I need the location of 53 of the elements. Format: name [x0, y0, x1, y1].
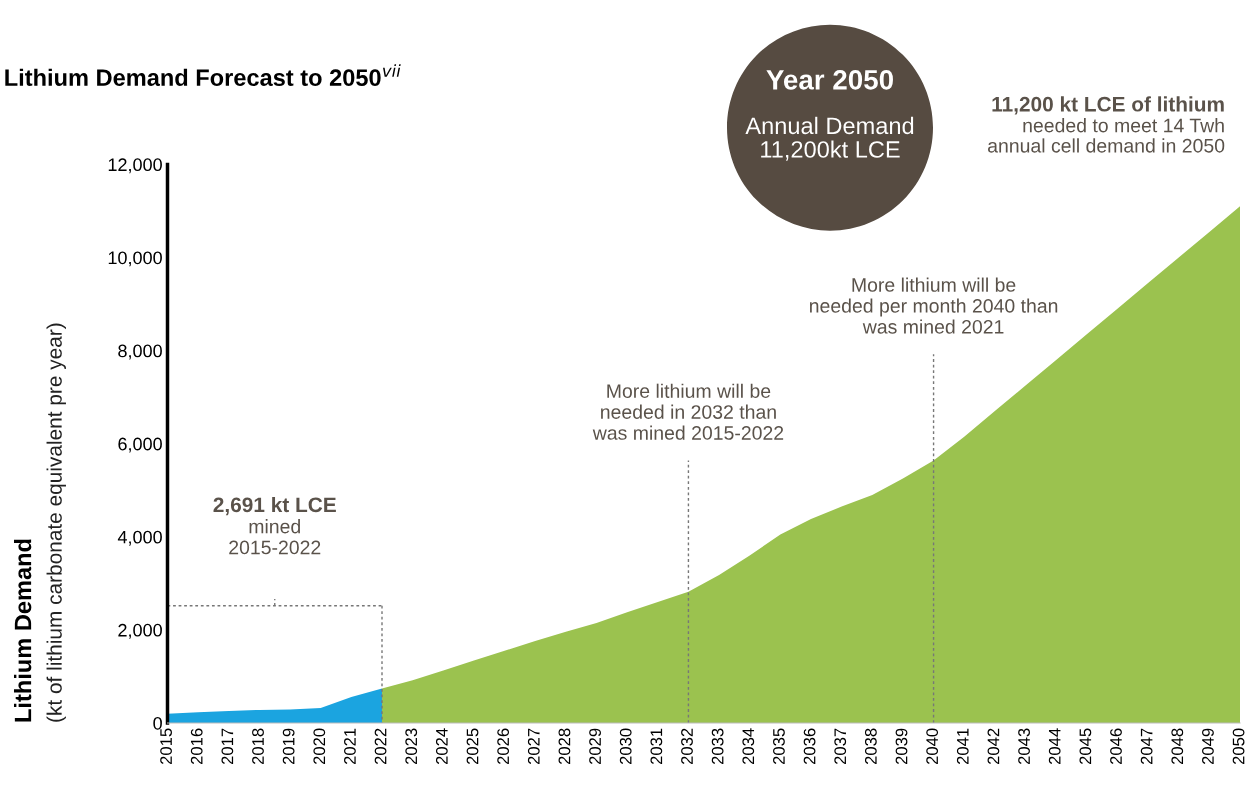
- x-tick-label: 2017: [221, 728, 234, 765]
- x-tick-label: 2049: [1202, 728, 1214, 765]
- y-tick-label: 6,000: [118, 437, 162, 453]
- x-tick-label: 2024: [435, 728, 448, 765]
- x-tick-label: 2038: [864, 728, 877, 765]
- x-tick-label: 2039: [895, 728, 908, 765]
- x-tick-label: 2044: [1048, 728, 1061, 765]
- x-tick-label: 2050: [1232, 728, 1245, 765]
- text: Annual Demand 11,200kt LCE: [745, 116, 914, 161]
- y-tick-label: 8,000: [118, 344, 162, 360]
- x-tick-label: 2047: [1140, 728, 1153, 765]
- x-tick-label: 2026: [497, 728, 510, 765]
- x-tick-label: 2019: [282, 728, 295, 765]
- x-tick-label: 2020: [313, 728, 326, 765]
- x-tick-label: 2023: [405, 728, 418, 765]
- x-tick-label: 2034: [742, 728, 755, 765]
- x-tick-label: 2021: [344, 728, 356, 765]
- ref-line-label: More lithium will be needed per month 2040 than was mined 2021: [810, 277, 1058, 334]
- x-tick-label: 2043: [1018, 728, 1030, 765]
- y-tick-label: 0: [153, 716, 162, 730]
- y-axis-title: Lithium Demand (kt of lithium carbonate equivalent pre year): [14, 323, 66, 722]
- x-tick-label: 2046: [1110, 728, 1122, 765]
- x-tick-label: 2042: [987, 728, 1000, 765]
- text: 11,200 kt LCE of lithium: [992, 96, 1224, 115]
- x-tick-label: 2027: [527, 728, 540, 765]
- text: needed to meet 14 Twh annual cell demand in 2050: [988, 118, 1225, 153]
- x-tick-label: 2045: [1079, 728, 1092, 765]
- text: Year 2050: [766, 69, 893, 90]
- y-tick-label: 10,000: [108, 251, 162, 267]
- x-tick-label: 2029: [589, 728, 601, 765]
- x-tick-label: 2048: [1171, 728, 1184, 765]
- x-tick-label: 2040: [926, 728, 939, 765]
- x-tick-label: 2032: [681, 728, 693, 765]
- x-tick-label: 2030: [619, 728, 632, 765]
- x-tick-label: 2041: [956, 728, 969, 765]
- x-tick-label: 2022: [374, 728, 387, 765]
- x-tick-label: 2028: [558, 728, 571, 765]
- x-tick-label: 2031: [650, 728, 663, 765]
- annotation: mined 2015-2022: [229, 519, 321, 555]
- x-tick-label: 2025: [466, 728, 479, 765]
- x-tick-label: 2033: [711, 728, 724, 765]
- annotation: 2,691 kt LCE: [213, 496, 336, 516]
- chart-title: Lithium Demand Forecast to 2050$^{vii}$: [5, 64, 401, 87]
- x-tick-label: 2036: [803, 728, 816, 765]
- ref-line-label: More lithium will be needed in 2032 than was mined 2015-2022: [592, 383, 784, 440]
- y-tick-label: 12,000: [108, 158, 162, 174]
- x-tick-label: 2037: [834, 728, 847, 765]
- x-tick-label: 2016: [190, 728, 203, 765]
- y-tick-label: 4,000: [117, 530, 162, 546]
- y-tick-label: 2,000: [118, 623, 162, 639]
- x-tick-label: 2035: [773, 728, 785, 765]
- x-tick-label: 2018: [252, 728, 264, 765]
- x-tick-label: 2015: [160, 728, 172, 765]
